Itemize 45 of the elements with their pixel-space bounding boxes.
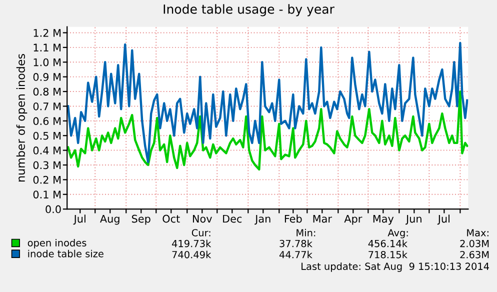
text: 419.73k	[172, 240, 212, 248]
line-series	[67, 42, 468, 164]
x-tick-label: Apr	[344, 214, 362, 225]
y-tick-label: 1.2 M	[34, 28, 61, 37]
text: Min:	[296, 228, 316, 236]
text: Avg:	[388, 229, 408, 238]
legend-label: inode table size	[28, 250, 104, 258]
y-tick-label: 0.1 M	[33, 190, 61, 198]
text: Last update: Sat Aug 9 15:10:13 2014	[302, 262, 489, 272]
x-tick-label: Jul	[73, 214, 86, 225]
text: 37.78k	[280, 240, 312, 248]
line-series	[67, 90, 468, 171]
x-tick-label: Jun	[405, 214, 422, 225]
text: 2.03M	[460, 240, 489, 248]
y-tick-label: 0.7 M	[33, 102, 61, 110]
x-tick-label: Jul	[437, 214, 450, 225]
x-tick-label: Aug	[100, 214, 120, 225]
x-tick-label: May	[373, 214, 394, 225]
x-tick-label: Nov	[192, 214, 212, 223]
text: 44.77k	[279, 250, 312, 258]
y-tick-label: 0.4 M	[33, 146, 61, 154]
text: 740.49k	[172, 250, 212, 258]
text: Cur:	[192, 229, 210, 236]
y-tick-label: 1.0 M	[34, 58, 61, 66]
chart-title: Inode table usage - by year	[164, 4, 334, 16]
x-tick-label: Jan	[254, 214, 270, 225]
text: Max:	[467, 229, 488, 236]
x-tick-label: Sep	[132, 214, 150, 225]
y-tick-label: 0.0	[46, 205, 61, 214]
y-axis-title: number of open inodes	[16, 54, 28, 182]
text: 718.15k	[368, 250, 408, 258]
legend-label: open inodes	[28, 238, 86, 248]
y-tick-label: 0.6 M	[33, 117, 61, 126]
y-tick-label: 0.2 M	[33, 176, 61, 184]
x-tick-label: Oct	[162, 214, 180, 223]
y-tick-label: 0.9 M	[33, 73, 61, 81]
y-tick-label: 0.3 M	[33, 161, 61, 170]
y-tick-label: 0.5 M	[33, 132, 61, 140]
x-tick-label: Dec	[223, 214, 242, 223]
x-tick-label: Mar	[313, 214, 332, 223]
x-tick-label: Feb	[284, 214, 302, 223]
text: 456.14k	[368, 240, 408, 248]
text: 2.63M	[460, 250, 489, 258]
y-tick-label: 0.8 M	[33, 88, 61, 96]
y-tick-label: 1.1 M	[34, 44, 61, 52]
